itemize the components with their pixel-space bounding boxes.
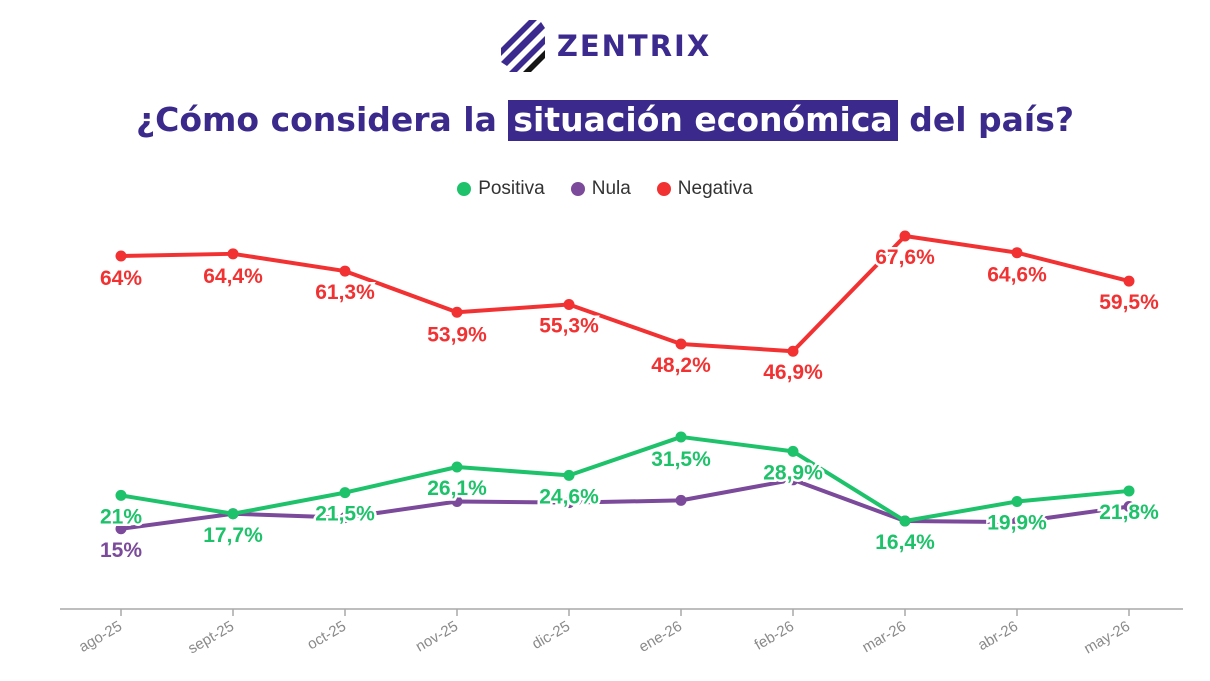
data-label-positiva: 16,4%	[875, 531, 935, 554]
data-point-negativa	[787, 345, 799, 357]
legend-item-positiva: Positiva	[457, 178, 545, 200]
data-label-positiva: 21,5%	[315, 503, 375, 526]
data-label-positiva: 17,7%	[203, 524, 263, 547]
data-point-positiva	[563, 469, 575, 481]
data-point-nula	[339, 512, 351, 524]
data-label-negativa: 64,6%	[987, 264, 1047, 287]
x-tick-label: feb-26	[752, 618, 797, 654]
data-point-negativa	[675, 338, 687, 350]
data-point-negativa	[451, 306, 463, 318]
data-label-positiva: 21,8%	[1099, 501, 1159, 524]
data-label-positiva: 21%	[100, 505, 142, 528]
x-tick-label: ene-26	[636, 618, 685, 656]
legend-label-negativa: Negativa	[677, 178, 753, 199]
data-point-negativa	[339, 265, 351, 277]
x-tick-label: mar-26	[859, 618, 909, 656]
data-point-positiva	[1123, 485, 1135, 497]
data-label-nula: 15%	[100, 539, 142, 562]
data-point-negativa	[227, 248, 239, 260]
title-after: del país?	[897, 100, 1074, 139]
data-label-positiva: 31,5%	[651, 448, 711, 471]
title-highlight: situación económica	[508, 100, 898, 141]
data-point-nula	[1011, 516, 1023, 528]
data-point-negativa	[115, 250, 127, 262]
x-tick-label: ago-25	[76, 618, 125, 656]
chart-legend: Positiva Nula Negativa	[0, 178, 1210, 200]
legend-label-positiva: Positiva	[478, 178, 545, 199]
zentrix-logo-icon	[500, 20, 545, 72]
data-point-positiva	[675, 431, 687, 443]
x-tick-label: may-26	[1081, 618, 1133, 658]
data-point-positiva	[787, 445, 799, 457]
series-line-nula	[119, 477, 1131, 531]
data-label-positiva: 26,1%	[427, 477, 487, 500]
data-point-nula	[675, 494, 687, 506]
data-point-negativa	[899, 230, 911, 242]
data-point-positiva	[115, 489, 127, 501]
data-point-nula	[451, 496, 463, 508]
data-label-negativa: 61,3%	[315, 281, 375, 304]
data-label-negativa: 53,9%	[427, 323, 487, 346]
data-point-nula	[115, 523, 127, 535]
data-point-positiva	[227, 508, 239, 520]
x-tick-label: sept-25	[185, 618, 237, 658]
data-point-positiva	[1011, 496, 1023, 508]
legend-item-negativa: Negativa	[656, 178, 753, 200]
data-label-negativa: 55,3%	[539, 314, 599, 337]
legend-dot-negativa	[656, 182, 671, 196]
brand-header: ZENTRIX	[0, 18, 1210, 74]
x-tick-label: nov-25	[413, 618, 461, 656]
data-label-negativa: 48,2%	[651, 354, 711, 377]
x-tick-label: dic-25	[529, 618, 573, 653]
data-label-negativa: 64,4%	[203, 265, 263, 288]
data-point-negativa	[1011, 247, 1023, 259]
title-before: ¿Cómo considera la	[136, 100, 509, 139]
series-line-negativa	[119, 234, 1131, 354]
data-point-positiva	[339, 487, 351, 499]
data-point-nula	[787, 474, 799, 486]
data-label-positiva: 24,6%	[539, 485, 599, 508]
legend-label-nula: Nula	[591, 178, 631, 199]
data-label-negativa: 67,6%	[875, 246, 935, 269]
data-point-nula	[563, 497, 575, 509]
brand-name: ZENTRIX	[556, 29, 712, 63]
data-label-negativa: 64%	[100, 267, 142, 290]
data-point-negativa	[1123, 275, 1135, 287]
data-point-positiva	[451, 461, 463, 473]
data-label-positiva: 19,9%	[987, 512, 1047, 535]
data-point-positiva	[899, 515, 911, 527]
data-label-positiva: 28,9%	[763, 461, 823, 484]
data-point-negativa	[563, 298, 575, 310]
data-label-negativa: 46,9%	[763, 361, 823, 384]
data-point-nula	[1123, 501, 1135, 513]
x-tick-label: abr-26	[975, 618, 1021, 654]
legend-dot-nula	[570, 182, 585, 196]
series-line-positiva	[119, 434, 1131, 523]
legend-dot-positiva	[457, 182, 472, 196]
page-title: ¿Cómo considera la situación económica d…	[0, 100, 1210, 141]
data-label-negativa: 59,5%	[1099, 291, 1159, 314]
legend-item-nula: Nula	[570, 178, 631, 200]
x-tick-label: oct-25	[304, 618, 349, 654]
